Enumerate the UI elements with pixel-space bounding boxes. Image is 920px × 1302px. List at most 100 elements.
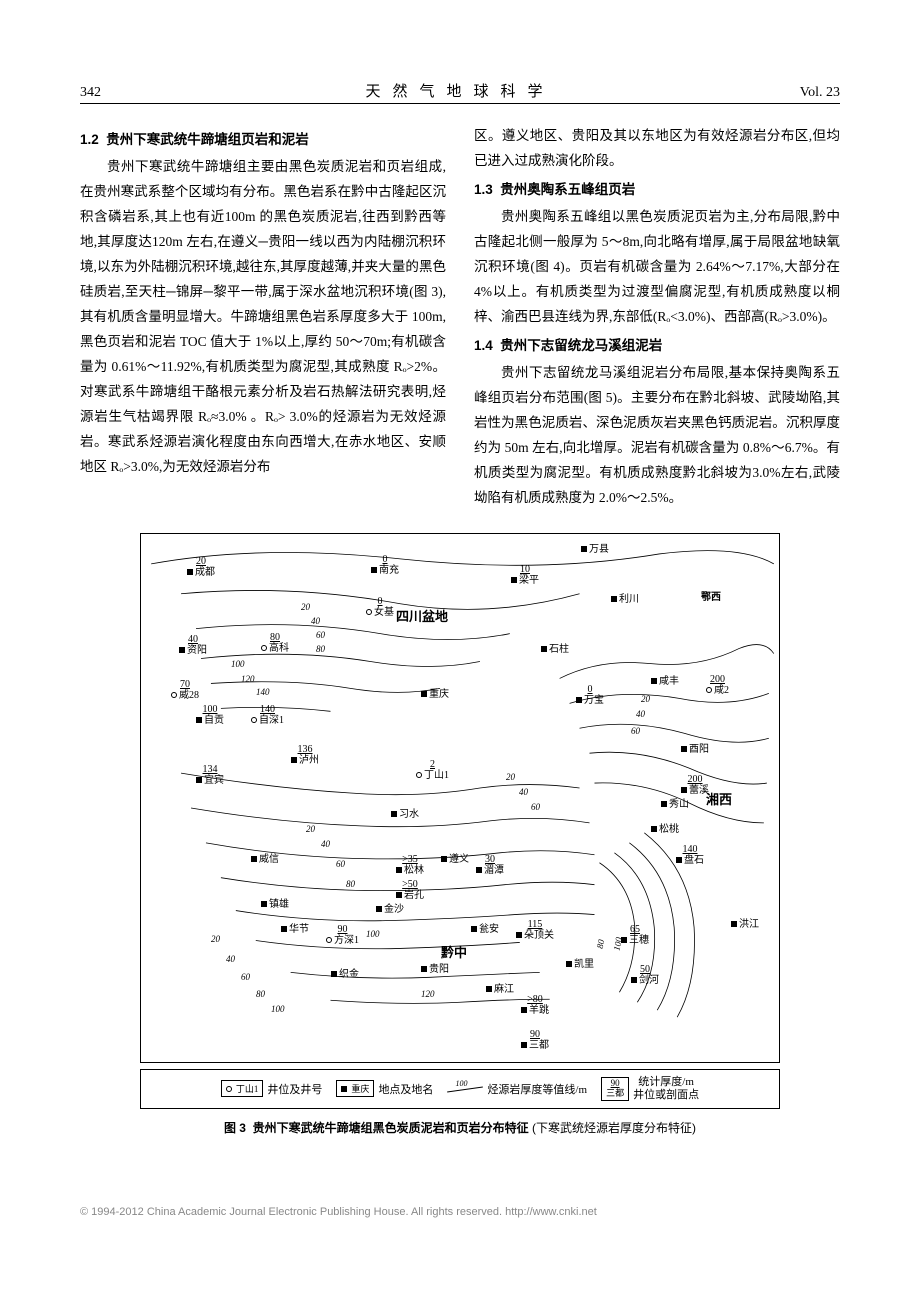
right-column: 区。遵义地区、贵阳及其以东地区为有效烃源岩分布区,但均已进入过成熟演化阶段。 1… xyxy=(474,124,840,511)
section-title: 贵州奥陶系五峰组页岩 xyxy=(500,182,635,197)
map-point-label: 30湄潭 xyxy=(476,854,504,876)
map-point-label: 140盘石 xyxy=(676,844,704,866)
legend-well: 丁山1 井位及井号 xyxy=(221,1080,323,1097)
contour-value: 60 xyxy=(631,726,640,736)
map-point-label: 90方深1 xyxy=(326,924,359,946)
map-point-label: 鄂西 xyxy=(701,592,721,603)
contour-value: 60 xyxy=(316,630,325,640)
map-point-label: 0万宝 xyxy=(576,684,604,706)
section-title: 贵州下志留统龙马溪组泥岩 xyxy=(500,338,662,353)
contour-value: 20 xyxy=(211,934,220,944)
contour-value: 80 xyxy=(316,644,325,654)
fig-title: 贵州下寒武统牛蹄塘组黑色炭质泥岩和页岩分布特征 xyxy=(253,1121,529,1135)
map-point-label: 华节 xyxy=(281,924,309,935)
section-12-body: 贵州下寒武统牛蹄塘组主要由黑色炭质泥岩和页岩组成,在贵州寒武系整个区域均有分布。… xyxy=(80,155,446,480)
map-point-label: 万县 xyxy=(581,544,609,555)
map-point-label: 凯里 xyxy=(566,959,594,970)
contour-value: 120 xyxy=(421,989,435,999)
legend-well-label: 井位及井号 xyxy=(267,1081,322,1097)
map-point-label: 贵阳 xyxy=(421,964,449,975)
contour-value: 100 xyxy=(271,1004,285,1014)
map-point-label: 115朵顶关 xyxy=(516,919,554,941)
map-point-label: 遵义 xyxy=(441,854,469,865)
contour-value: 60 xyxy=(241,972,250,982)
map-point-label: >50岩孔 xyxy=(396,879,424,901)
map-legend: 丁山1 井位及井号 重庆 地点及地名 100 烃源岩厚度等值线/m 90 三都 … xyxy=(140,1069,780,1109)
contour-value: 120 xyxy=(241,674,255,684)
map-container: 四川盆地 黔中 湘西 20 40 60 80 100 120 140 20 40… xyxy=(140,533,780,1063)
fig-num: 图 3 xyxy=(224,1121,246,1135)
map-point-label: 50剑河 xyxy=(631,964,659,986)
map-point-label: >80羊跳 xyxy=(521,994,549,1016)
map-point-label: 织金 xyxy=(331,969,359,980)
section-12-heading: 1.2 贵州下寒武统牛蹄塘组页岩和泥岩 xyxy=(80,128,446,153)
map-point-label: 134宜宾 xyxy=(196,764,224,786)
legend-well-sample: 丁山1 xyxy=(236,1082,259,1095)
contour-value: 20 xyxy=(301,602,310,612)
page-header: 342 天然气地球科学 Vol. 23 xyxy=(80,80,840,104)
map-point-label: 100自贡 xyxy=(196,704,224,726)
map-point-label: 70威28 xyxy=(171,679,199,701)
contour-value: 20 xyxy=(306,824,315,834)
section-13-body: 贵州奥陶系五峰组以黑色炭质泥页岩为主,分布局限,黔中古隆起北侧一般厚为 5～8m… xyxy=(474,205,840,330)
map-point-label: 咸丰 xyxy=(651,676,679,687)
legend-contour-sample: 100 xyxy=(455,1079,467,1088)
contour-value: 60 xyxy=(531,802,540,812)
map-point-label: 65三穗 xyxy=(621,924,649,946)
legend-stat-top: 90 xyxy=(611,1078,620,1088)
contour-value: 40 xyxy=(226,954,235,964)
map-point-label: 0女基 xyxy=(366,596,394,618)
map-point-label: 石柱 xyxy=(541,644,569,655)
section-14-body: 贵州下志留统龙马溪组泥岩分布局限,基本保持奥陶系五峰组页岩分布范围(图 5)。主… xyxy=(474,361,840,511)
section-14-heading: 1.4 贵州下志留统龙马溪组泥岩 xyxy=(474,334,840,359)
map-point-label: 利川 xyxy=(611,594,639,605)
map-point-label: 136泸州 xyxy=(291,744,319,766)
map-point-label: 2丁山1 xyxy=(416,759,449,781)
contour-value: 60 xyxy=(336,859,345,869)
map-point-label: 10梁平 xyxy=(511,564,539,586)
contour-value: 20 xyxy=(506,772,515,782)
map-point-label: 洪江 xyxy=(731,919,759,930)
contour-map-svg xyxy=(141,534,779,1062)
section-13-heading: 1.3 贵州奥陶系五峰组页岩 xyxy=(474,178,840,203)
journal-title: 天然气地球科学 xyxy=(160,80,760,101)
map-point-label: 威信 xyxy=(251,854,279,865)
copyright-footer: © 1994-2012 China Academic Journal Elect… xyxy=(0,1176,920,1238)
map-point-label: 200咸2 xyxy=(706,674,729,696)
figure-caption: 图 3 贵州下寒武统牛蹄塘组黑色炭质泥岩和页岩分布特征 (下寒武统烃源岩厚度分布… xyxy=(80,1119,840,1136)
map-point-label: 秀山 xyxy=(661,799,689,810)
legend-place: 重庆 地点及地名 xyxy=(336,1080,433,1097)
contour-value: 140 xyxy=(256,687,270,697)
map-point-label: 90三都 xyxy=(521,1029,549,1051)
left-column: 1.2 贵州下寒武统牛蹄塘组页岩和泥岩 贵州下寒武统牛蹄塘组主要由黑色炭质泥岩和… xyxy=(80,124,446,511)
section-title: 贵州下寒武统牛蹄塘组页岩和泥岩 xyxy=(106,132,309,147)
contour-value: 20 xyxy=(641,694,650,704)
region-label-qianzhong: 黔中 xyxy=(441,942,467,961)
page-number: 342 xyxy=(80,85,160,101)
legend-stat-bot: 三都 xyxy=(606,1088,624,1098)
map-point-label: 习水 xyxy=(391,809,419,820)
map-point-label: 200蕾溪 xyxy=(681,774,709,796)
map-point-label: 松桃 xyxy=(651,824,679,835)
map-point-label: 20成都 xyxy=(187,556,215,578)
section-num: 1.4 xyxy=(474,338,493,353)
contour-value: 40 xyxy=(321,839,330,849)
map-point-label: 140自深1 xyxy=(251,704,284,726)
map-point-label: 麻江 xyxy=(486,984,514,995)
map-point-label: 金沙 xyxy=(376,904,404,915)
contour-value: 80 xyxy=(346,879,355,889)
map-point-label: 0南充 xyxy=(371,554,399,576)
contour-value: 100 xyxy=(366,929,380,939)
contour-value: 80 xyxy=(256,989,265,999)
body-columns: 1.2 贵州下寒武统牛蹄塘组页岩和泥岩 贵州下寒武统牛蹄塘组主要由黑色炭质泥岩和… xyxy=(80,124,840,511)
figure-3: 四川盆地 黔中 湘西 20 40 60 80 100 120 140 20 40… xyxy=(80,533,840,1136)
legend-contour-label: 烃源岩厚度等值线/m xyxy=(487,1081,587,1097)
section-num: 1.2 xyxy=(80,132,99,147)
map-point-label: 瓮安 xyxy=(471,924,499,935)
contour-value: 40 xyxy=(311,616,320,626)
contour-value: 40 xyxy=(636,709,645,719)
legend-contour: 100 烃源岩厚度等值线/m xyxy=(447,1081,587,1097)
map-point-label: >35松林 xyxy=(396,854,424,876)
contour-value: 100 xyxy=(231,659,245,669)
map-point-label: 酉阳 xyxy=(681,744,709,755)
